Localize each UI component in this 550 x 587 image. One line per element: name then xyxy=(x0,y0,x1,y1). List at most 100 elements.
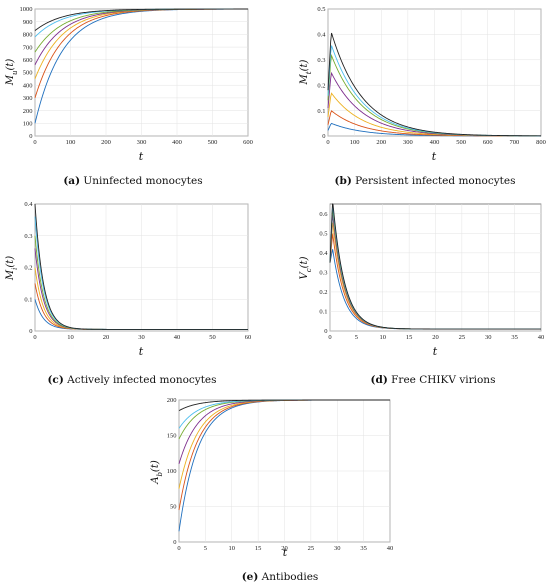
y-axis-label: Ab(t) xyxy=(150,460,164,485)
x-tick-label: 30 xyxy=(334,545,341,552)
caption: (b) Persistent infected monocytes xyxy=(335,175,516,187)
y-tick-label: 0.2 xyxy=(24,265,32,272)
x-tick-label: 0 xyxy=(326,139,329,146)
x-ticks: 0 100 200 300 400 500 600 xyxy=(33,139,253,146)
x-tick-label: 40 xyxy=(387,545,394,552)
panel-a-uninfected-monocytes: 0 100 200 300 400 500 600 0 100 200 300 400 500 600 7… xyxy=(5,6,253,187)
y-tick-label: 1000 xyxy=(20,6,33,13)
y-tick-label: 0.2 xyxy=(319,289,327,296)
x-tick-label: 10 xyxy=(380,334,387,341)
y-ticks: 0 50 100 150 200 xyxy=(167,397,177,546)
x-tick-label: 300 xyxy=(137,139,147,146)
x-tick-label: 500 xyxy=(456,139,466,146)
series-group xyxy=(34,203,248,330)
x-tick-label: 30 xyxy=(485,334,492,341)
y-tick-label: 0.4 xyxy=(24,201,33,208)
y-tick-label: 200 xyxy=(167,397,177,404)
y-tick-label: 0.1 xyxy=(317,108,325,115)
panel-c-actively-infected-monocytes: 0 10 20 30 40 50 60 0 0.1 0.2 0.3 0.4 t Mi(t) (c) … xyxy=(5,201,251,386)
x-tick-label: 20 xyxy=(432,334,439,341)
grid xyxy=(327,8,542,137)
x-tick-label: 400 xyxy=(430,139,440,146)
x-tick-label: 60 xyxy=(245,334,252,341)
y-tick-label: 0.4 xyxy=(319,250,328,257)
series-group xyxy=(178,399,390,532)
y-tick-label: 150 xyxy=(167,433,177,440)
caption: (a) Uninfected monocytes xyxy=(63,175,202,187)
x-tick-label: 35 xyxy=(360,545,367,552)
x-tick-label: 300 xyxy=(403,139,413,146)
x-ticks: 0 5 10 15 20 25 30 35 40 xyxy=(177,545,393,552)
y-tick-label: 100 xyxy=(167,468,177,475)
x-tick-label: 0 xyxy=(328,334,331,341)
series-line xyxy=(34,203,248,330)
series-line xyxy=(327,32,541,137)
x-tick-label: 500 xyxy=(208,139,218,146)
y-tick-label: 0.3 xyxy=(317,57,325,64)
x-tick-label: 40 xyxy=(538,334,545,341)
x-tick-label: 10 xyxy=(229,545,236,552)
y-tick-label: 200 xyxy=(23,108,33,115)
y-tick-label: 600 xyxy=(23,57,33,64)
series-group xyxy=(327,32,542,137)
panel-b-persistent-infected-monocytes: 0 100 200 300 400 500 600 700 800 00.10.20.30.40… xyxy=(299,6,546,187)
x-tick-label: 800 xyxy=(536,139,546,146)
x-tick-label: 10 xyxy=(67,334,74,341)
y-tick-label: 0 xyxy=(322,133,325,140)
grid xyxy=(178,399,391,543)
y-tick-label: 0.3 xyxy=(24,233,32,240)
y-tick-label: 0 xyxy=(173,539,176,546)
y-tick-label: 0.5 xyxy=(319,231,327,238)
y-tick-label: 0.1 xyxy=(319,309,327,316)
x-ticks: 0 5 10 15 20 25 30 35 40 xyxy=(328,334,544,341)
x-tick-label: 200 xyxy=(101,139,111,146)
x-tick-label: 50 xyxy=(209,334,216,341)
x-tick-label: 30 xyxy=(138,334,145,341)
y-tick-label: 700 xyxy=(23,44,33,51)
x-axis-label: t xyxy=(139,345,144,358)
x-tick-label: 0 xyxy=(33,334,36,341)
x-tick-label: 15 xyxy=(406,334,413,341)
x-tick-label: 600 xyxy=(483,139,493,146)
y-tick-label: 400 xyxy=(23,82,33,89)
x-tick-label: 5 xyxy=(355,334,358,341)
y-axis-label: Vc(t) xyxy=(299,256,313,279)
x-tick-label: 0 xyxy=(33,139,36,146)
x-ticks: 0 100 200 300 400 500 600 700 800 xyxy=(326,139,546,146)
x-tick-label: 5 xyxy=(204,545,207,552)
x-axis-label: t xyxy=(139,150,144,163)
y-ticks: 0 0.1 0.2 0.3 0.4 0.5 xyxy=(317,6,326,140)
x-tick-label: 15 xyxy=(255,545,262,552)
grid xyxy=(329,204,542,332)
y-tick-label: 0 xyxy=(324,328,327,335)
y-ticks: 0 100 200 300 400 500 600 700 800 900 1000 xyxy=(20,6,33,140)
y-tick-label: 0.5 xyxy=(317,6,325,13)
x-tick-label: 25 xyxy=(459,334,466,341)
panel-e-antibodies: 0 5 10 15 20 25 30 35 40 0 50 100 150 200 t Ab(t) (e… xyxy=(150,397,393,583)
x-ticks: 0 10 20 30 40 50 60 xyxy=(33,334,251,341)
y-axis-label: Mi(t) xyxy=(5,256,19,281)
y-tick-label: 50 xyxy=(170,504,177,511)
y-axis-label: Mu(t) xyxy=(5,59,19,87)
x-axis-label: t xyxy=(433,345,438,358)
y-tick-label: 0 xyxy=(29,133,32,140)
y-tick-label: 800 xyxy=(23,32,33,39)
y-axis-label: Mt(t) xyxy=(299,59,313,85)
x-tick-label: 20 xyxy=(103,334,110,341)
y-tick-label: 0.2 xyxy=(317,82,325,89)
x-tick-label: 100 xyxy=(66,139,76,146)
caption: (c) Actively infected monocytes xyxy=(47,374,216,386)
x-axis-label: t xyxy=(283,546,288,559)
y-tick-label: 500 xyxy=(23,70,33,77)
y-tick-label: 0 xyxy=(29,328,32,335)
x-tick-label: 700 xyxy=(510,139,520,146)
x-axis-label: t xyxy=(432,150,437,163)
x-tick-label: 600 xyxy=(243,139,253,146)
x-tick-label: 400 xyxy=(172,139,182,146)
y-tick-label: 300 xyxy=(23,95,33,102)
caption: (d) Free CHIKV virions xyxy=(371,374,496,386)
series-group xyxy=(34,8,248,124)
y-tick-label: 0.1 xyxy=(24,296,32,303)
x-tick-label: 35 xyxy=(511,334,518,341)
